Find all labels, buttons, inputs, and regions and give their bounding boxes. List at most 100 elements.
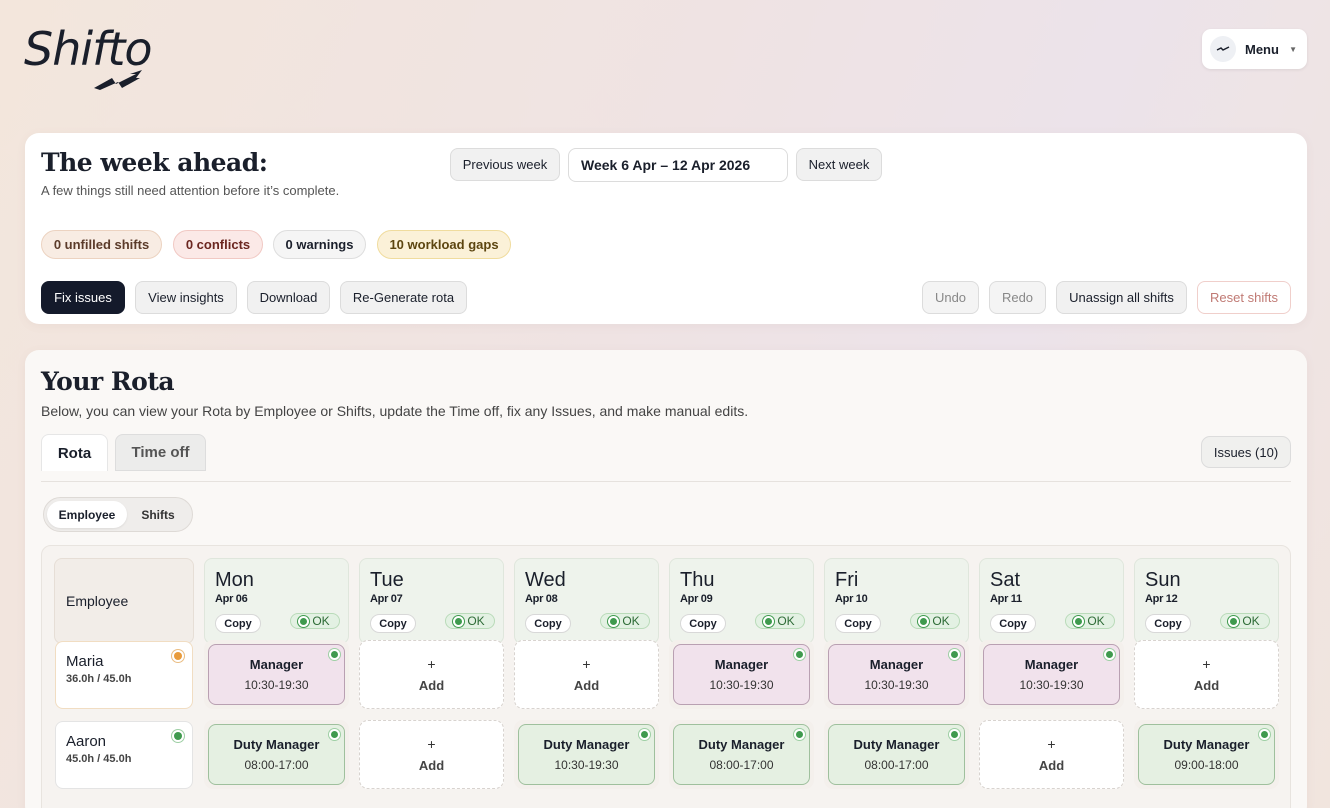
shift-card[interactable]: Duty Manager 08:00-17:00 (673, 724, 810, 785)
day-header-sun: Sun Apr 12 Copy OK (1134, 558, 1279, 644)
day-status-badge: OK (1065, 613, 1115, 629)
shift-slot: Manager 10:30-19:30 (824, 640, 969, 709)
download-button[interactable]: Download (247, 281, 330, 314)
employee-cell-aaron[interactable]: Aaron 45.0h / 45.0h (55, 721, 193, 789)
shift-card[interactable]: Duty Manager 10:30-19:30 (518, 724, 655, 785)
day-status-badge: OK (600, 613, 650, 629)
rota-grid: Employee Mon Apr 06 Copy OK Tue Apr 07 Copy OK W… (41, 545, 1291, 808)
warnings-badge[interactable]: 0 warnings (273, 230, 366, 259)
status-dot-icon (1075, 617, 1083, 625)
add-shift-button[interactable]: + Add (359, 720, 504, 789)
day-status-label: OK (467, 614, 485, 628)
add-shift-label: Add (1038, 758, 1065, 773)
day-status-label: OK (932, 614, 950, 628)
avatar-icon (1210, 36, 1236, 62)
previous-week-button[interactable]: Previous week (450, 148, 560, 181)
shift-card[interactable]: Manager 10:30-19:30 (673, 644, 810, 705)
shift-time: 08:00-17:00 (709, 758, 774, 772)
shift-time: 10:30-19:30 (709, 678, 774, 692)
day-status-badge: OK (1220, 613, 1270, 629)
shift-status-icon (331, 651, 338, 658)
day-status-badge: OK (910, 613, 960, 629)
shift-card[interactable]: Manager 10:30-19:30 (828, 644, 965, 705)
copy-day-button[interactable]: Copy (835, 614, 881, 633)
copy-day-button[interactable]: Copy (680, 614, 726, 633)
menu-button[interactable]: Menu ▼ (1202, 29, 1307, 69)
fix-issues-button[interactable]: Fix issues (41, 281, 125, 314)
day-name: Mon (215, 569, 254, 591)
shift-slot: Manager 10:30-19:30 (204, 640, 349, 709)
toggle-employee[interactable]: Employee (47, 501, 127, 528)
add-shift-button[interactable]: + Add (514, 640, 659, 709)
copy-day-button[interactable]: Copy (990, 614, 1036, 633)
day-date: Apr 12 (1145, 593, 1178, 605)
day-header-tue: Tue Apr 07 Copy OK (359, 558, 504, 644)
shift-card[interactable]: Duty Manager 08:00-17:00 (208, 724, 345, 785)
day-date: Apr 11 (990, 593, 1022, 605)
copy-day-button[interactable]: Copy (1145, 614, 1191, 633)
shift-time: 08:00-17:00 (244, 758, 309, 772)
shift-status-icon (951, 651, 958, 658)
shift-card[interactable]: Duty Manager 08:00-17:00 (828, 724, 965, 785)
day-name: Thu (680, 569, 715, 591)
undo-button[interactable]: Undo (922, 281, 979, 314)
week-range-display[interactable]: Week 6 Apr – 12 Apr 2026 (568, 148, 788, 182)
day-status-badge: OK (290, 613, 340, 629)
status-dot-icon (765, 617, 773, 625)
shift-slot: Duty Manager 10:30-19:30 (514, 720, 659, 789)
shift-status-icon (331, 731, 338, 738)
shift-card[interactable]: Duty Manager 09:00-18:00 (1138, 724, 1275, 785)
day-status-label: OK (1087, 614, 1105, 628)
tab-rota[interactable]: Rota (41, 434, 108, 471)
employee-hours: 36.0h / 45.0h (66, 673, 132, 685)
workload-gaps-badge[interactable]: 10 workload gaps (377, 230, 511, 259)
plus-icon: + (427, 736, 436, 752)
shift-role: Manager (714, 657, 769, 672)
add-shift-label: Add (1193, 678, 1220, 693)
add-shift-button[interactable]: + Add (1134, 640, 1279, 709)
unassign-all-shifts-button[interactable]: Unassign all shifts (1056, 281, 1187, 314)
view-insights-button[interactable]: View insights (135, 281, 237, 314)
shift-time: 10:30-19:30 (554, 758, 619, 772)
shift-status-icon (1261, 731, 1268, 738)
day-status-label: OK (777, 614, 795, 628)
week-title: The week ahead: (41, 148, 268, 177)
shift-card[interactable]: Manager 10:30-19:30 (983, 644, 1120, 705)
day-status-label: OK (1242, 614, 1260, 628)
day-status-badge: OK (445, 613, 495, 629)
copy-day-button[interactable]: Copy (370, 614, 416, 633)
redo-button[interactable]: Redo (989, 281, 1046, 314)
add-shift-button[interactable]: + Add (359, 640, 504, 709)
conflicts-badge[interactable]: 0 conflicts (173, 230, 263, 259)
day-status-label: OK (312, 614, 330, 628)
week-subtitle: A few things still need attention before… (41, 183, 340, 198)
rota-subtitle: Below, you can view your Rota by Employe… (41, 403, 749, 419)
toggle-shifts[interactable]: Shifts (141, 507, 175, 522)
plus-icon: + (582, 656, 591, 672)
lightning-bolt-icon (94, 70, 142, 90)
day-date: Apr 07 (370, 593, 403, 605)
shift-card[interactable]: Manager 10:30-19:30 (208, 644, 345, 705)
copy-day-button[interactable]: Copy (215, 614, 261, 633)
regenerate-rota-button[interactable]: Re-Generate rota (340, 281, 467, 314)
day-status-label: OK (622, 614, 640, 628)
next-week-button[interactable]: Next week (796, 148, 882, 181)
shift-status-icon (796, 651, 803, 658)
shift-time: 10:30-19:30 (864, 678, 929, 692)
plus-icon: + (427, 656, 436, 672)
add-shift-button[interactable]: + Add (979, 720, 1124, 789)
shift-role: Duty Manager (1163, 737, 1250, 752)
issues-button[interactable]: Issues (10) (1201, 436, 1291, 468)
employee-status-icon (174, 652, 182, 660)
shift-role: Manager (869, 657, 924, 672)
tab-time-off[interactable]: Time off (115, 434, 206, 471)
reset-shifts-button[interactable]: Reset shifts (1197, 281, 1291, 314)
unfilled-shifts-badge[interactable]: 0 unfilled shifts (41, 230, 162, 259)
add-shift-label: Add (418, 678, 445, 693)
employee-cell-maria[interactable]: Maria 36.0h / 45.0h (55, 641, 193, 709)
shift-status-icon (1106, 651, 1113, 658)
employee-status-icon (174, 732, 182, 740)
copy-day-button[interactable]: Copy (525, 614, 571, 633)
day-header-mon: Mon Apr 06 Copy OK (204, 558, 349, 644)
day-name: Sat (990, 569, 1021, 591)
